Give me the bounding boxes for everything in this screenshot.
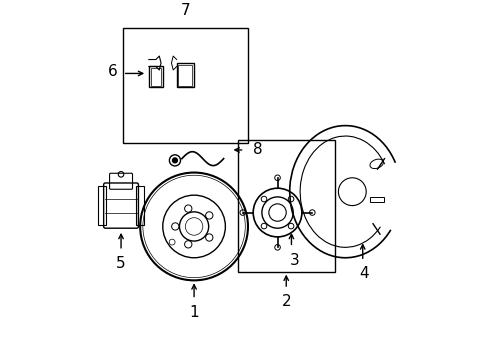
Text: 6: 6 <box>107 64 117 79</box>
Bar <box>136 186 143 225</box>
Text: 7: 7 <box>180 3 190 18</box>
Bar <box>369 197 383 202</box>
Bar <box>148 67 163 87</box>
Bar <box>178 65 192 86</box>
Text: 2: 2 <box>281 294 290 309</box>
Text: 3: 3 <box>289 253 299 267</box>
Text: 5: 5 <box>116 256 125 271</box>
Text: 4: 4 <box>359 266 368 282</box>
Bar <box>176 63 194 87</box>
Text: 1: 1 <box>189 305 199 320</box>
Bar <box>98 186 106 225</box>
Bar <box>122 28 247 143</box>
Text: 8: 8 <box>253 143 262 157</box>
Bar <box>237 140 334 272</box>
Circle shape <box>172 158 177 163</box>
Bar <box>150 68 161 86</box>
